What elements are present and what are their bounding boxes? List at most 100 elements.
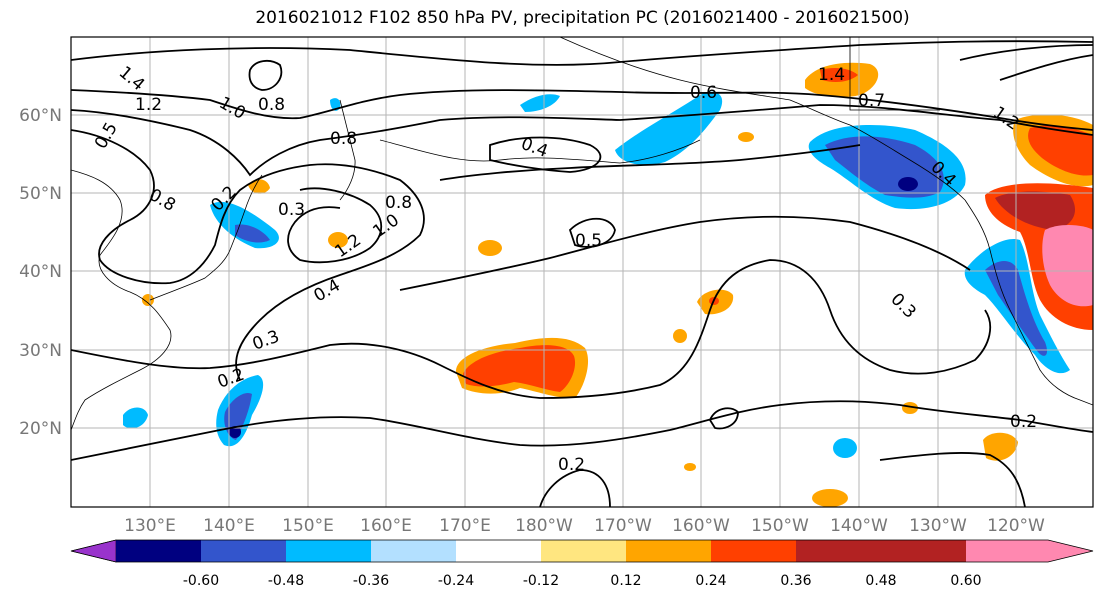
colorbar-tick-label: 0.48 bbox=[865, 573, 896, 589]
precip-positive-area bbox=[673, 329, 687, 343]
coastline-japan bbox=[149, 174, 263, 301]
pv-contour-line bbox=[71, 259, 992, 399]
pv-contour-line bbox=[399, 215, 971, 291]
precip-positive-area bbox=[1042, 225, 1093, 307]
pv-contour-line bbox=[248, 59, 283, 91]
colorbar-outline bbox=[70, 539, 1094, 563]
lon-label: 160°E bbox=[360, 516, 412, 536]
pv-contour-line bbox=[489, 136, 602, 173]
pv-contour-line bbox=[708, 407, 739, 430]
colorbar-segment bbox=[456, 540, 541, 562]
lon-label: 130°W bbox=[909, 516, 967, 536]
lon-label: 140°E bbox=[203, 516, 255, 536]
colorbar-segment bbox=[626, 540, 711, 562]
precip-positive-area bbox=[328, 232, 348, 248]
pv-contour-line bbox=[999, 54, 1093, 81]
colorbar-tick-label: -0.36 bbox=[353, 573, 389, 589]
colorbar-extend-left bbox=[70, 539, 117, 563]
coastline-aleutians bbox=[379, 139, 701, 164]
precip-positive-area bbox=[738, 132, 754, 142]
lon-label: 170°W bbox=[594, 516, 652, 536]
contour-label: 0.8 bbox=[385, 193, 412, 213]
contour-label: 0.2 bbox=[558, 455, 585, 475]
colorbar-segment bbox=[371, 540, 456, 562]
colorbar-segment bbox=[796, 540, 881, 562]
pv-contour-line bbox=[439, 144, 861, 181]
colorbar-segment bbox=[116, 540, 201, 562]
precip-positive-area bbox=[478, 240, 502, 256]
precip-negative-area bbox=[235, 224, 270, 243]
contour-label: 1.4 bbox=[818, 65, 845, 85]
latitude-labels: 60°N 50°N 40°N 30°N 20°N bbox=[19, 106, 62, 439]
pv-contour-line bbox=[71, 129, 425, 381]
lat-label: 20°N bbox=[19, 419, 62, 439]
colorbar: -0.60 -0.48 -0.36 -0.24 -0.12 0.12 0.24 … bbox=[70, 539, 1094, 589]
colorbar-segment bbox=[541, 540, 626, 562]
lat-label: 50°N bbox=[19, 184, 62, 204]
contour-label: 0.8 bbox=[330, 129, 357, 149]
contour-label: 0.7 bbox=[858, 91, 885, 111]
coastline-na-west bbox=[964, 199, 1093, 406]
colorbar-segment bbox=[201, 540, 286, 562]
contour-label: 0.8 bbox=[258, 95, 285, 115]
lat-label: 60°N bbox=[19, 106, 62, 126]
precip-positive-area bbox=[812, 489, 848, 507]
lon-label: 130°E bbox=[124, 516, 176, 536]
colorbar-segment bbox=[711, 540, 796, 562]
colorbar-tick-label: 0.24 bbox=[695, 573, 726, 589]
precip-shading bbox=[123, 62, 1093, 507]
lon-label: 120°W bbox=[987, 516, 1045, 536]
lat-label: 40°N bbox=[19, 262, 62, 282]
precip-positive-area bbox=[902, 402, 918, 414]
lat-label: 30°N bbox=[19, 341, 62, 361]
contour-label: 0.5 bbox=[575, 231, 602, 251]
precip-positive-area bbox=[820, 67, 858, 83]
precip-positive-area bbox=[995, 191, 1075, 230]
map-title: 2016021012 F102 850 hPa PV, precipitatio… bbox=[255, 8, 910, 28]
lon-label: 150°W bbox=[751, 516, 809, 536]
colorbar-tick-label: -0.48 bbox=[268, 573, 304, 589]
precip-positive-area bbox=[684, 463, 696, 471]
colorbar-tick-label: 0.60 bbox=[950, 573, 981, 589]
precip-negative-area bbox=[898, 177, 918, 191]
contour-label: 0.6 bbox=[690, 83, 717, 103]
pv-contour-line bbox=[539, 469, 611, 507]
precip-negative-area bbox=[229, 426, 241, 438]
pv-contour-line bbox=[71, 104, 1093, 177]
colorbar-segment-last2 bbox=[966, 540, 1048, 562]
lon-label: 160°W bbox=[672, 516, 730, 536]
pv-contour-line bbox=[959, 44, 1093, 61]
coastline-kamchatka bbox=[339, 99, 356, 201]
pv-contours bbox=[71, 40, 1093, 507]
colorbar-tick-label: -0.12 bbox=[523, 573, 559, 589]
colorbar-segment-last bbox=[881, 540, 966, 562]
lon-label: 180°W bbox=[515, 516, 573, 536]
lon-label: 140°W bbox=[830, 516, 888, 536]
colorbar-tick-label: 0.36 bbox=[780, 573, 811, 589]
longitude-labels: 130°E 140°E 150°E 160°E 170°E 180°W 170°… bbox=[124, 516, 1045, 536]
colorbar-tick-label: -0.60 bbox=[183, 573, 219, 589]
precip-positive-area bbox=[463, 345, 576, 392]
contour-labels: 1.4 1.0 0.8 1.2 0.8 0.5 0.8 0.2 0.3 1.2 … bbox=[91, 63, 1037, 475]
precip-positive-area bbox=[142, 294, 154, 306]
lon-label: 170°E bbox=[439, 516, 491, 536]
contour-label: 1.2 bbox=[135, 95, 162, 115]
contour-label: 0.2 bbox=[1010, 412, 1037, 432]
colorbar-tick-label: -0.24 bbox=[438, 573, 474, 589]
precip-negative-area bbox=[615, 91, 723, 165]
contour-label: 0.3 bbox=[278, 200, 305, 220]
pv-contour-line bbox=[71, 40, 1093, 66]
colorbar-tick-label: 0.12 bbox=[610, 573, 641, 589]
pv-contour-line bbox=[71, 89, 1093, 131]
pv-contour-line bbox=[287, 187, 383, 264]
precip-positive-area bbox=[1028, 125, 1093, 176]
coastline-asia bbox=[71, 169, 172, 431]
map-frame bbox=[70, 36, 1094, 508]
pv-contour-line bbox=[71, 400, 1093, 461]
precip-positive-area bbox=[983, 432, 1018, 461]
pv-contour-line bbox=[568, 217, 616, 248]
precip-negative-area bbox=[833, 438, 857, 458]
colorbar-segment bbox=[286, 540, 371, 562]
precip-negative-area bbox=[520, 94, 560, 112]
